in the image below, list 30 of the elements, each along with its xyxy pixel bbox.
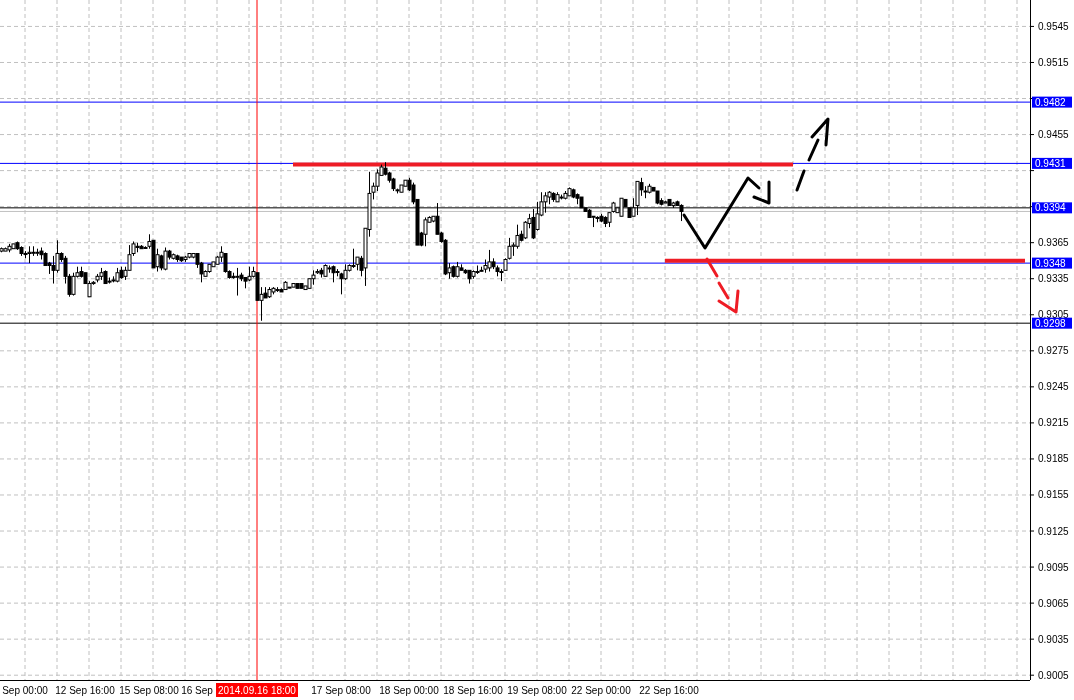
y-tick-label: 0.9335 <box>1038 273 1070 285</box>
y-tick-label: 0.9275 <box>1038 345 1070 357</box>
y-tick-label: 0.9035 <box>1038 633 1070 645</box>
x-tick-label: 18 Sep 00:00 <box>379 685 440 696</box>
x-tick-label: 16 Sep <box>181 685 214 696</box>
x-tick-label: 12 Sep 16:00 <box>55 685 116 696</box>
y-tick-label: 0.9185 <box>1038 453 1070 465</box>
ref-line-label: 0.9431 <box>1035 157 1067 169</box>
ref-line-label: 0.9394 <box>1035 202 1067 214</box>
x-tick-label: 15 Sep 08:00 <box>119 685 180 696</box>
x-tick-label: 18 Sep 16:00 <box>443 685 504 696</box>
ref-line-label: 0.9482 <box>1035 96 1067 108</box>
x-tick-label: 22 Sep 00:00 <box>571 685 632 696</box>
y-tick-label: 0.9125 <box>1038 525 1070 537</box>
y-tick-label: 0.9455 <box>1038 129 1070 141</box>
y-tick-label: 0.9215 <box>1038 417 1070 429</box>
y-tick-label: 0.9005 <box>1038 669 1070 681</box>
x-tick-label: 17 Sep 08:00 <box>311 685 372 696</box>
y-tick-label: 0.9095 <box>1038 561 1070 573</box>
y-tick-label: 0.9155 <box>1038 489 1070 501</box>
x-tick-label: 19 Sep 08:00 <box>507 685 568 696</box>
y-tick-label: 0.9545 <box>1038 20 1070 32</box>
ref-line-label: 0.9348 <box>1035 257 1067 269</box>
y-tick-label: 0.9365 <box>1038 237 1070 249</box>
x-tick-label: Sep 00:00 <box>2 685 49 696</box>
x-tick-label: 2014.09.16 18:00 <box>218 685 297 696</box>
y-tick-label: 0.9515 <box>1038 56 1070 68</box>
y-tick-label: 0.9245 <box>1038 381 1070 393</box>
x-tick-label: 22 Sep 16:00 <box>639 685 700 696</box>
y-tick-label: 0.9065 <box>1038 597 1070 609</box>
